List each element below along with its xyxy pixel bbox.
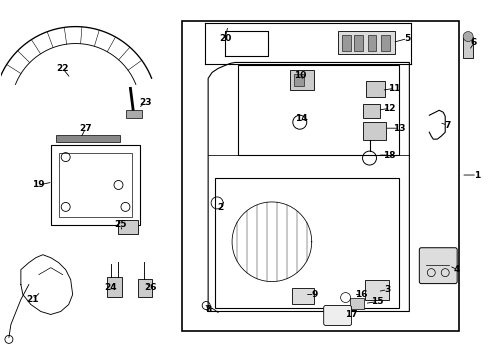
Bar [138,279,152,297]
Text: 10: 10 [293,71,305,80]
Bar [364,280,388,300]
Text: 15: 15 [370,297,383,306]
Bar [126,110,142,118]
Bar [51,145,140,225]
Bar [349,298,363,310]
Text: 4: 4 [453,265,459,274]
Bar [293,75,303,86]
Text: 14: 14 [295,114,307,123]
Bar [59,153,132,217]
Text: 2: 2 [217,203,223,212]
Bar [289,71,313,90]
Bar [381,35,389,50]
Text: 18: 18 [383,150,395,159]
Bar [337,31,395,54]
Text: 23: 23 [139,98,151,107]
Bar [182,21,458,332]
Bar [291,288,313,303]
Text: 25: 25 [114,220,126,229]
Bar [362,104,380,118]
Bar [367,35,376,50]
Text: 1: 1 [473,171,479,180]
Text: 26: 26 [144,283,156,292]
Text: 6: 6 [470,38,476,47]
Bar [106,276,122,297]
Bar [215,178,399,307]
Text: 13: 13 [392,124,405,133]
Text: 7: 7 [443,121,449,130]
Bar [118,220,138,234]
Bar [362,122,386,140]
Text: 22: 22 [56,64,69,73]
Text: 24: 24 [104,283,117,292]
Text: 19: 19 [32,180,45,189]
Text: 9: 9 [311,290,317,299]
Text: 17: 17 [345,310,357,319]
Text: 16: 16 [355,290,367,299]
Bar [341,35,350,50]
Text: 11: 11 [387,84,400,93]
Text: 20: 20 [219,34,231,43]
Bar [56,135,120,142]
Circle shape [462,32,472,41]
FancyBboxPatch shape [323,306,351,325]
Text: 5: 5 [404,34,409,43]
FancyBboxPatch shape [419,248,456,284]
Bar [353,35,362,50]
Bar [365,81,385,97]
Text: 8: 8 [204,305,211,314]
Bar [462,37,472,58]
Bar [238,66,399,155]
Text: 21: 21 [26,295,39,304]
Text: 3: 3 [384,285,390,294]
Text: 12: 12 [383,104,395,113]
Text: 27: 27 [79,124,92,133]
